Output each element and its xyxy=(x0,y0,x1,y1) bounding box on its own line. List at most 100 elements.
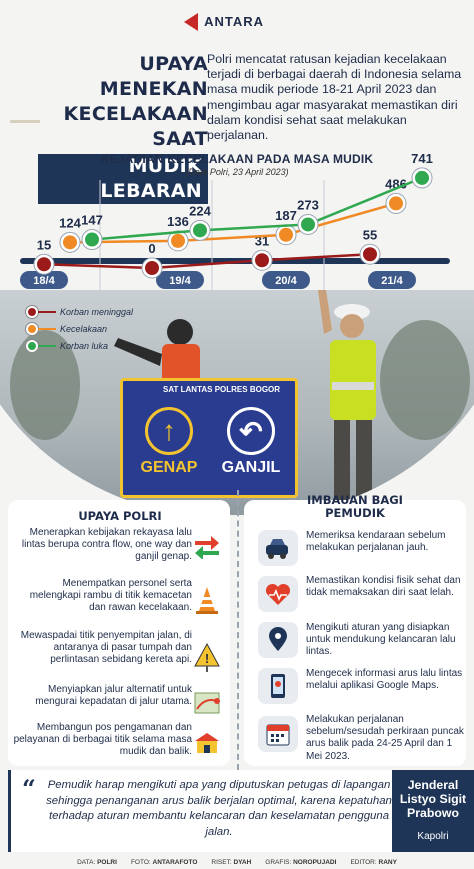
data-label: 187 xyxy=(275,208,297,223)
speaker-panel xyxy=(392,770,474,852)
arrow-up-icon: ↑ xyxy=(145,407,193,455)
traffic-sign-board: SAT LANTAS POLRES BOGOR ↑ GENAP ↶ GANJIL xyxy=(120,378,298,498)
credit-value: POLRI xyxy=(97,858,117,866)
data-label: 15 xyxy=(37,237,51,252)
health-heart-icon xyxy=(258,576,298,612)
quote-text: Pemudik harap mengikuti apa yang diputus… xyxy=(46,779,392,838)
map-route-icon xyxy=(192,688,222,718)
credit-item: FOTO: ANTARAFOTO xyxy=(131,859,197,866)
imbauan-item-5: Melakukan perjalanan sebelum/sesudah per… xyxy=(306,714,464,762)
imbauan-item-1: Memeriksa kendaraan sebelum melakukan pe… xyxy=(306,530,446,554)
legend-label: Korban meninggal xyxy=(60,306,134,317)
warning-sign-icon: ! xyxy=(192,642,222,672)
location-pin-icon xyxy=(258,622,298,658)
credit-value: DYAH xyxy=(233,858,252,866)
u-turn-icon: ↶ xyxy=(227,407,275,455)
category-pill-3 xyxy=(262,271,310,289)
title-line-2: KECELAKAAN SAAT xyxy=(63,103,208,150)
legend-line xyxy=(38,344,56,347)
antara-logo: ANTARA xyxy=(182,12,264,31)
quote-panel xyxy=(8,770,400,852)
section-divider xyxy=(237,490,239,770)
data-label: 0 xyxy=(148,241,155,256)
imbauan-item-2: Memastikan kondisi fisik sehat dan tidak… xyxy=(306,575,461,599)
data-point xyxy=(37,257,51,272)
data-label: 224 xyxy=(189,203,211,218)
data-point xyxy=(279,227,293,242)
traffic-cone-icon xyxy=(192,585,222,615)
chart-legend: Korban meninggal Kecelakaan Korban luka xyxy=(26,303,133,354)
data-point xyxy=(171,233,185,248)
x-tick-label: 20/4 xyxy=(275,275,297,287)
data-point xyxy=(63,235,77,250)
photo-scene: SAT LANTAS POLRES BOGOR ↑ GENAP ↶ GANJIL xyxy=(0,290,474,515)
series-line-1 xyxy=(43,253,371,270)
legend-line xyxy=(38,310,56,313)
category-pill-1 xyxy=(20,271,68,289)
data-point xyxy=(193,223,207,238)
antara-mark-icon xyxy=(184,12,199,31)
title-line-1: UPAYA MENEKAN xyxy=(99,53,208,100)
upaya-title: UPAYA POLRI xyxy=(78,509,162,523)
speaker-name: Jenderal Listyo Sigit Prabowo xyxy=(399,778,467,820)
upaya-panel xyxy=(8,500,230,766)
sign-genap-panel: ↑ GENAP xyxy=(129,407,209,493)
sign-genap-label: GENAP xyxy=(140,459,198,476)
chart-subtitle: (Data Polri, 23 April 2023) xyxy=(185,167,289,177)
legend-item: Kecelakaan xyxy=(26,320,133,337)
title-line-3: MUDIK LEBARAN xyxy=(38,154,208,204)
intro-paragraph: Polri mencatat ratusan kejadian kecelaka… xyxy=(207,52,462,143)
legend-swatch-icon xyxy=(26,339,38,352)
upaya-item-5: Membangun pos pengamanan dan pelayanan d… xyxy=(13,722,192,758)
upaya-item-2: Menempatkan personel serta melengkapi ra… xyxy=(29,578,192,614)
credit-item: GRAFIS: NOROPUJADI xyxy=(265,859,336,866)
data-point xyxy=(389,196,403,211)
speaker-role: Kapolri xyxy=(417,831,449,842)
credit-label: DATA: xyxy=(77,858,98,866)
credit-item: EDITOR: RANY xyxy=(350,859,396,866)
credit-item: RISET: DYAH xyxy=(211,859,251,866)
legend-line xyxy=(38,327,56,330)
data-label: 741 xyxy=(411,151,433,166)
x-tick-label: 19/4 xyxy=(169,275,191,287)
credit-value: RANY xyxy=(378,858,397,866)
page-title: UPAYA MENEKAN KECELAKAAN SAAT MUDIK LEBA… xyxy=(38,52,208,204)
imbauan-item-3: Mengikuti aturan yang disiapkan untuk me… xyxy=(306,622,456,658)
category-pill-2 xyxy=(156,271,204,289)
data-label: 124 xyxy=(59,215,81,230)
sign-header-text: SAT LANTAS POLRES BOGOR xyxy=(163,385,281,394)
legend-swatch-icon xyxy=(26,322,38,335)
legend-item: Korban meninggal xyxy=(26,303,133,320)
upaya-item-4: Menyiapkan jalur alternatif untuk mengur… xyxy=(35,684,192,708)
phone-map-icon xyxy=(258,668,298,704)
credits-bar: DATA: POLRI FOTO: ANTARAFOTO RISET: DYAH GR… xyxy=(0,855,474,869)
category-pill-4 xyxy=(368,271,416,289)
credit-label: FOTO: xyxy=(130,858,153,866)
imbauan-title: IMBAUAN BAGI PEMUDIK xyxy=(307,493,403,520)
imbauan-item-4: Mengecek informasi arus lalu lintas mela… xyxy=(306,668,463,692)
data-label: 273 xyxy=(297,197,319,212)
legend-item: Korban luka xyxy=(26,337,133,354)
upaya-item-3: Mewaspadai titik penyempitan jalan, di a… xyxy=(20,630,192,666)
data-label: 486 xyxy=(385,176,407,191)
series-line-3 xyxy=(91,176,423,241)
traffic-arrows-icon xyxy=(192,530,222,560)
data-label: 55 xyxy=(363,227,377,242)
x-tick-label: 21/4 xyxy=(381,275,403,287)
legend-label: Kecelakaan xyxy=(60,323,108,334)
svg-text:!: ! xyxy=(205,651,209,666)
tree-right xyxy=(380,320,470,440)
legend-swatch-icon xyxy=(26,305,38,318)
sign-ganjil-label: GANJIL xyxy=(221,459,281,476)
car-check-icon xyxy=(258,530,298,566)
data-label: 147 xyxy=(81,213,103,228)
legend-label: Korban luka xyxy=(60,340,109,351)
credit-value: ANTARAFOTO xyxy=(152,858,198,866)
x-tick-label: 18/4 xyxy=(33,275,55,287)
officer-right-figure xyxy=(318,290,376,510)
credit-label: EDITOR: xyxy=(350,858,379,866)
calendar-icon xyxy=(258,716,298,752)
credit-label: RISET: xyxy=(211,858,234,866)
data-point xyxy=(363,247,377,262)
